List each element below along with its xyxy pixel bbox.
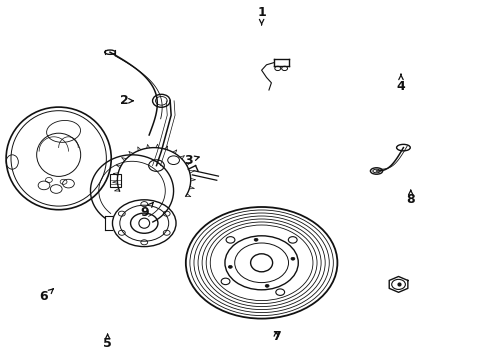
Text: 7: 7 — [271, 330, 280, 343]
Circle shape — [228, 265, 232, 268]
Bar — [110, 174, 121, 187]
Text: 2: 2 — [120, 94, 133, 107]
Text: 3: 3 — [183, 154, 199, 167]
Text: 9: 9 — [140, 202, 153, 219]
Text: 8: 8 — [406, 190, 414, 206]
Text: 5: 5 — [103, 334, 112, 350]
Circle shape — [254, 238, 258, 241]
Text: 4: 4 — [396, 74, 405, 93]
Circle shape — [290, 257, 294, 260]
Text: 1: 1 — [257, 6, 265, 25]
Circle shape — [264, 284, 268, 287]
Text: 6: 6 — [40, 289, 53, 303]
